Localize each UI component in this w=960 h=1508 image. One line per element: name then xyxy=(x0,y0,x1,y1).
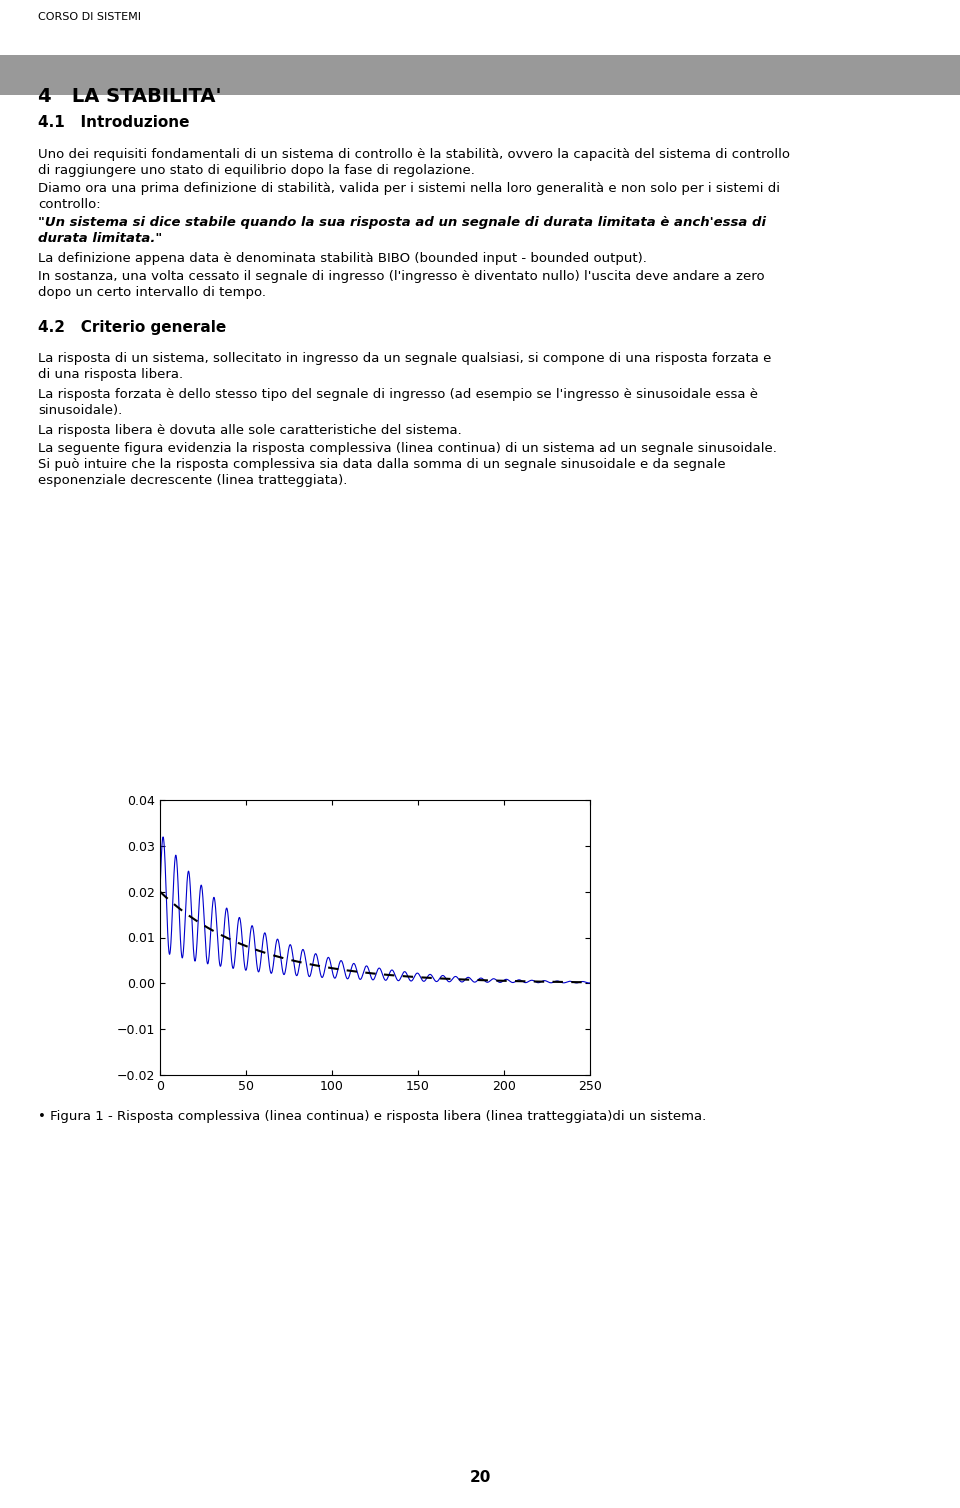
Text: 4.2   Criterio generale: 4.2 Criterio generale xyxy=(38,320,227,335)
Text: durata limitata.": durata limitata." xyxy=(38,232,162,244)
Text: dopo un certo intervallo di tempo.: dopo un certo intervallo di tempo. xyxy=(38,287,266,299)
Text: 4.1   Introduzione: 4.1 Introduzione xyxy=(38,115,189,130)
Text: Uno dei requisiti fondamentali di un sistema di controllo è la stabilità, ovvero: Uno dei requisiti fondamentali di un sis… xyxy=(38,148,790,161)
Text: Diamo ora una prima definizione di stabilità, valida per i sistemi nella loro ge: Diamo ora una prima definizione di stabi… xyxy=(38,182,780,195)
Text: La risposta libera è dovuta alle sole caratteristiche del sistema.: La risposta libera è dovuta alle sole ca… xyxy=(38,424,462,437)
Text: 4   LA STABILITA': 4 LA STABILITA' xyxy=(38,87,222,106)
Text: La risposta forzata è dello stesso tipo del segnale di ingresso (ad esempio se l: La risposta forzata è dello stesso tipo … xyxy=(38,388,758,401)
Text: "Un sistema si dice stabile quando la sua risposta ad un segnale di durata limit: "Un sistema si dice stabile quando la su… xyxy=(38,216,766,229)
Text: La risposta di un sistema, sollecitato in ingresso da un segnale qualsiasi, si c: La risposta di un sistema, sollecitato i… xyxy=(38,351,772,365)
Text: La definizione appena data è denominata stabilità BIBO (bounded input - bounded : La definizione appena data è denominata … xyxy=(38,252,647,265)
Text: esponenziale decrescente (linea tratteggiata).: esponenziale decrescente (linea trattegg… xyxy=(38,474,348,487)
Text: di una risposta libera.: di una risposta libera. xyxy=(38,368,183,382)
Text: CORSO DI SISTEMI: CORSO DI SISTEMI xyxy=(38,12,141,23)
Text: Si può intuire che la risposta complessiva sia data dalla somma di un segnale si: Si può intuire che la risposta complessi… xyxy=(38,458,726,470)
Text: La seguente figura evidenzia la risposta complessiva (linea continua) di un sist: La seguente figura evidenzia la risposta… xyxy=(38,442,777,455)
Text: sinusoidale).: sinusoidale). xyxy=(38,404,122,418)
Text: 20: 20 xyxy=(469,1470,491,1485)
Text: di raggiungere uno stato di equilibrio dopo la fase di regolazione.: di raggiungere uno stato di equilibrio d… xyxy=(38,164,475,176)
Text: controllo:: controllo: xyxy=(38,198,101,211)
Text: • Figura 1 - Risposta complessiva (linea continua) e risposta libera (linea trat: • Figura 1 - Risposta complessiva (linea… xyxy=(38,1110,707,1123)
Text: In sostanza, una volta cessato il segnale di ingresso (l'ingresso è diventato nu: In sostanza, una volta cessato il segnal… xyxy=(38,270,764,284)
